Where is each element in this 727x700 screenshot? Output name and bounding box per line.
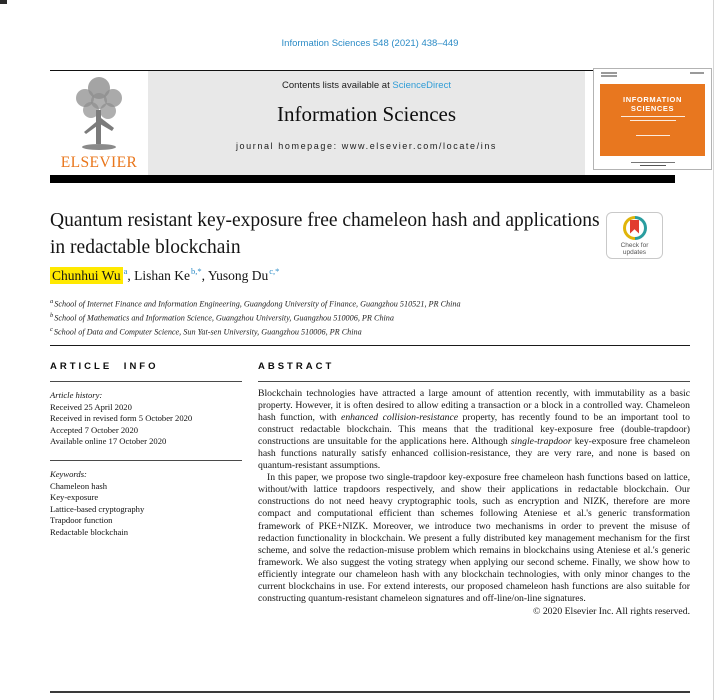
cover-title: INFORMATION SCIENCES — [623, 95, 682, 113]
keywords-rule — [50, 459, 242, 461]
author-name: Yusong Du — [207, 267, 269, 283]
abstract-text: Blockchain technologies have attracted a… — [258, 388, 690, 604]
elsevier-wordmark: ELSEVIER — [60, 154, 138, 171]
cover-footer-text — [594, 160, 711, 166]
viewer-corner-artifact — [0, 0, 7, 4]
affiliation-letter: a — [50, 298, 54, 305]
update-ring-icon — [622, 215, 647, 240]
keywords-list: Chameleon hash Key-exposure Lattice-based … — [50, 481, 242, 539]
author-line: Chunhui Wua Lishan Keb,* Yusong Duc,* — [50, 266, 279, 284]
article-title: Quantum resistant key-exposure free cham… — [50, 210, 600, 258]
history-list: Received 25 April 2020 Received in revise… — [50, 402, 242, 448]
journal-citation-link[interactable]: Information Sciences 548 (2021) 438–449 — [281, 38, 459, 49]
bookmark-icon — [630, 219, 639, 234]
affiliation-line: cSchool of Data and Computer Science, Su… — [50, 324, 590, 338]
affiliation-line: aSchool of Internet Finance and Informat… — [50, 296, 590, 310]
article-info-rule — [50, 381, 242, 382]
author: Lishan Keb,* — [134, 266, 208, 283]
article-info-section: ARTICLE INFO Article history: Received 2… — [50, 361, 242, 539]
keyword: Key-exposure — [50, 492, 99, 503]
cover-subtitle-line — [629, 120, 676, 121]
article-info-heading: ARTICLE INFO — [50, 361, 159, 372]
keyword: Lattice-based cryptography — [50, 503, 145, 514]
footer-rule — [50, 691, 690, 693]
header-top-rule — [50, 70, 675, 71]
cover-subtitle-line — [620, 116, 685, 117]
affiliation-text: School of Mathematics and Information Sc… — [54, 313, 394, 323]
author-affiliation-link[interactable]: c,* — [269, 266, 280, 276]
check-updates-label: Check for updates — [620, 241, 649, 256]
contents-line: Contents lists available at ScienceDirec… — [148, 71, 585, 91]
affiliation-letter: b — [50, 312, 54, 320]
affiliation-line: bSchool of Mathematics and Information S… — [50, 310, 590, 324]
journal-homepage-link[interactable]: journal homepage: www.elsevier.com/locat… — [235, 141, 498, 151]
history-label: Article history: — [50, 390, 103, 400]
affiliation-text: School of Internet Finance and Informati… — [54, 299, 461, 309]
journal-banner: Contents lists available at ScienceDirec… — [148, 71, 585, 175]
contents-prefix: Contents lists available at — [282, 80, 393, 91]
header-divider-bar — [50, 175, 675, 183]
check-for-updates-badge[interactable]: Check for updates — [606, 212, 663, 259]
history-line: Received 25 April 2020 — [50, 401, 132, 412]
history-line: Received in revised form 5 October 2020 — [50, 413, 193, 424]
author-name: Chunhui Wu — [50, 266, 123, 284]
abstract-section: ABSTRACT Blockchain technologies have at… — [258, 361, 690, 617]
elsevier-logo: ELSEVIER — [50, 71, 148, 175]
keyword: Trapdoor function — [50, 515, 113, 526]
keywords-label: Keywords: — [50, 468, 87, 479]
author: Yusong Duc,* — [207, 266, 280, 283]
author-affiliation-link[interactable]: b,* — [190, 266, 202, 276]
affiliation-text: School of Data and Computer Science, Sun… — [53, 328, 362, 338]
history-line: Available online 17 October 2020 — [50, 436, 167, 447]
copyright-line: © 2020 Elsevier Inc. All rights reserved… — [533, 605, 690, 617]
author-name: Lishan Ke — [134, 267, 190, 283]
history-line: Accepted 7 October 2020 — [50, 424, 139, 435]
cover-orange-panel: INFORMATION SCIENCES — [600, 84, 705, 156]
keyword: Chameleon hash — [50, 480, 108, 491]
keyword: Redactable blockchain — [50, 526, 129, 537]
sciencedirect-link[interactable]: ScienceDirect — [392, 80, 451, 91]
abstract-heading: ABSTRACT — [258, 361, 335, 372]
cover-editor-line — [635, 135, 670, 136]
journal-title: Information Sciences — [276, 102, 457, 126]
elsevier-tree-icon — [76, 77, 122, 150]
abstract-rule — [258, 381, 690, 382]
journal-cover-thumbnail: INFORMATION SCIENCES — [593, 68, 712, 170]
affiliation-letter: c — [50, 326, 53, 334]
author: Chunhui Wu a — [50, 266, 134, 284]
section-divider-rule — [50, 345, 690, 347]
cover-meta-text — [601, 72, 704, 82]
author-affiliation-link[interactable]: a — [123, 266, 128, 276]
affiliations: aSchool of Internet Finance and Informat… — [50, 296, 590, 339]
page-edge — [713, 0, 714, 700]
